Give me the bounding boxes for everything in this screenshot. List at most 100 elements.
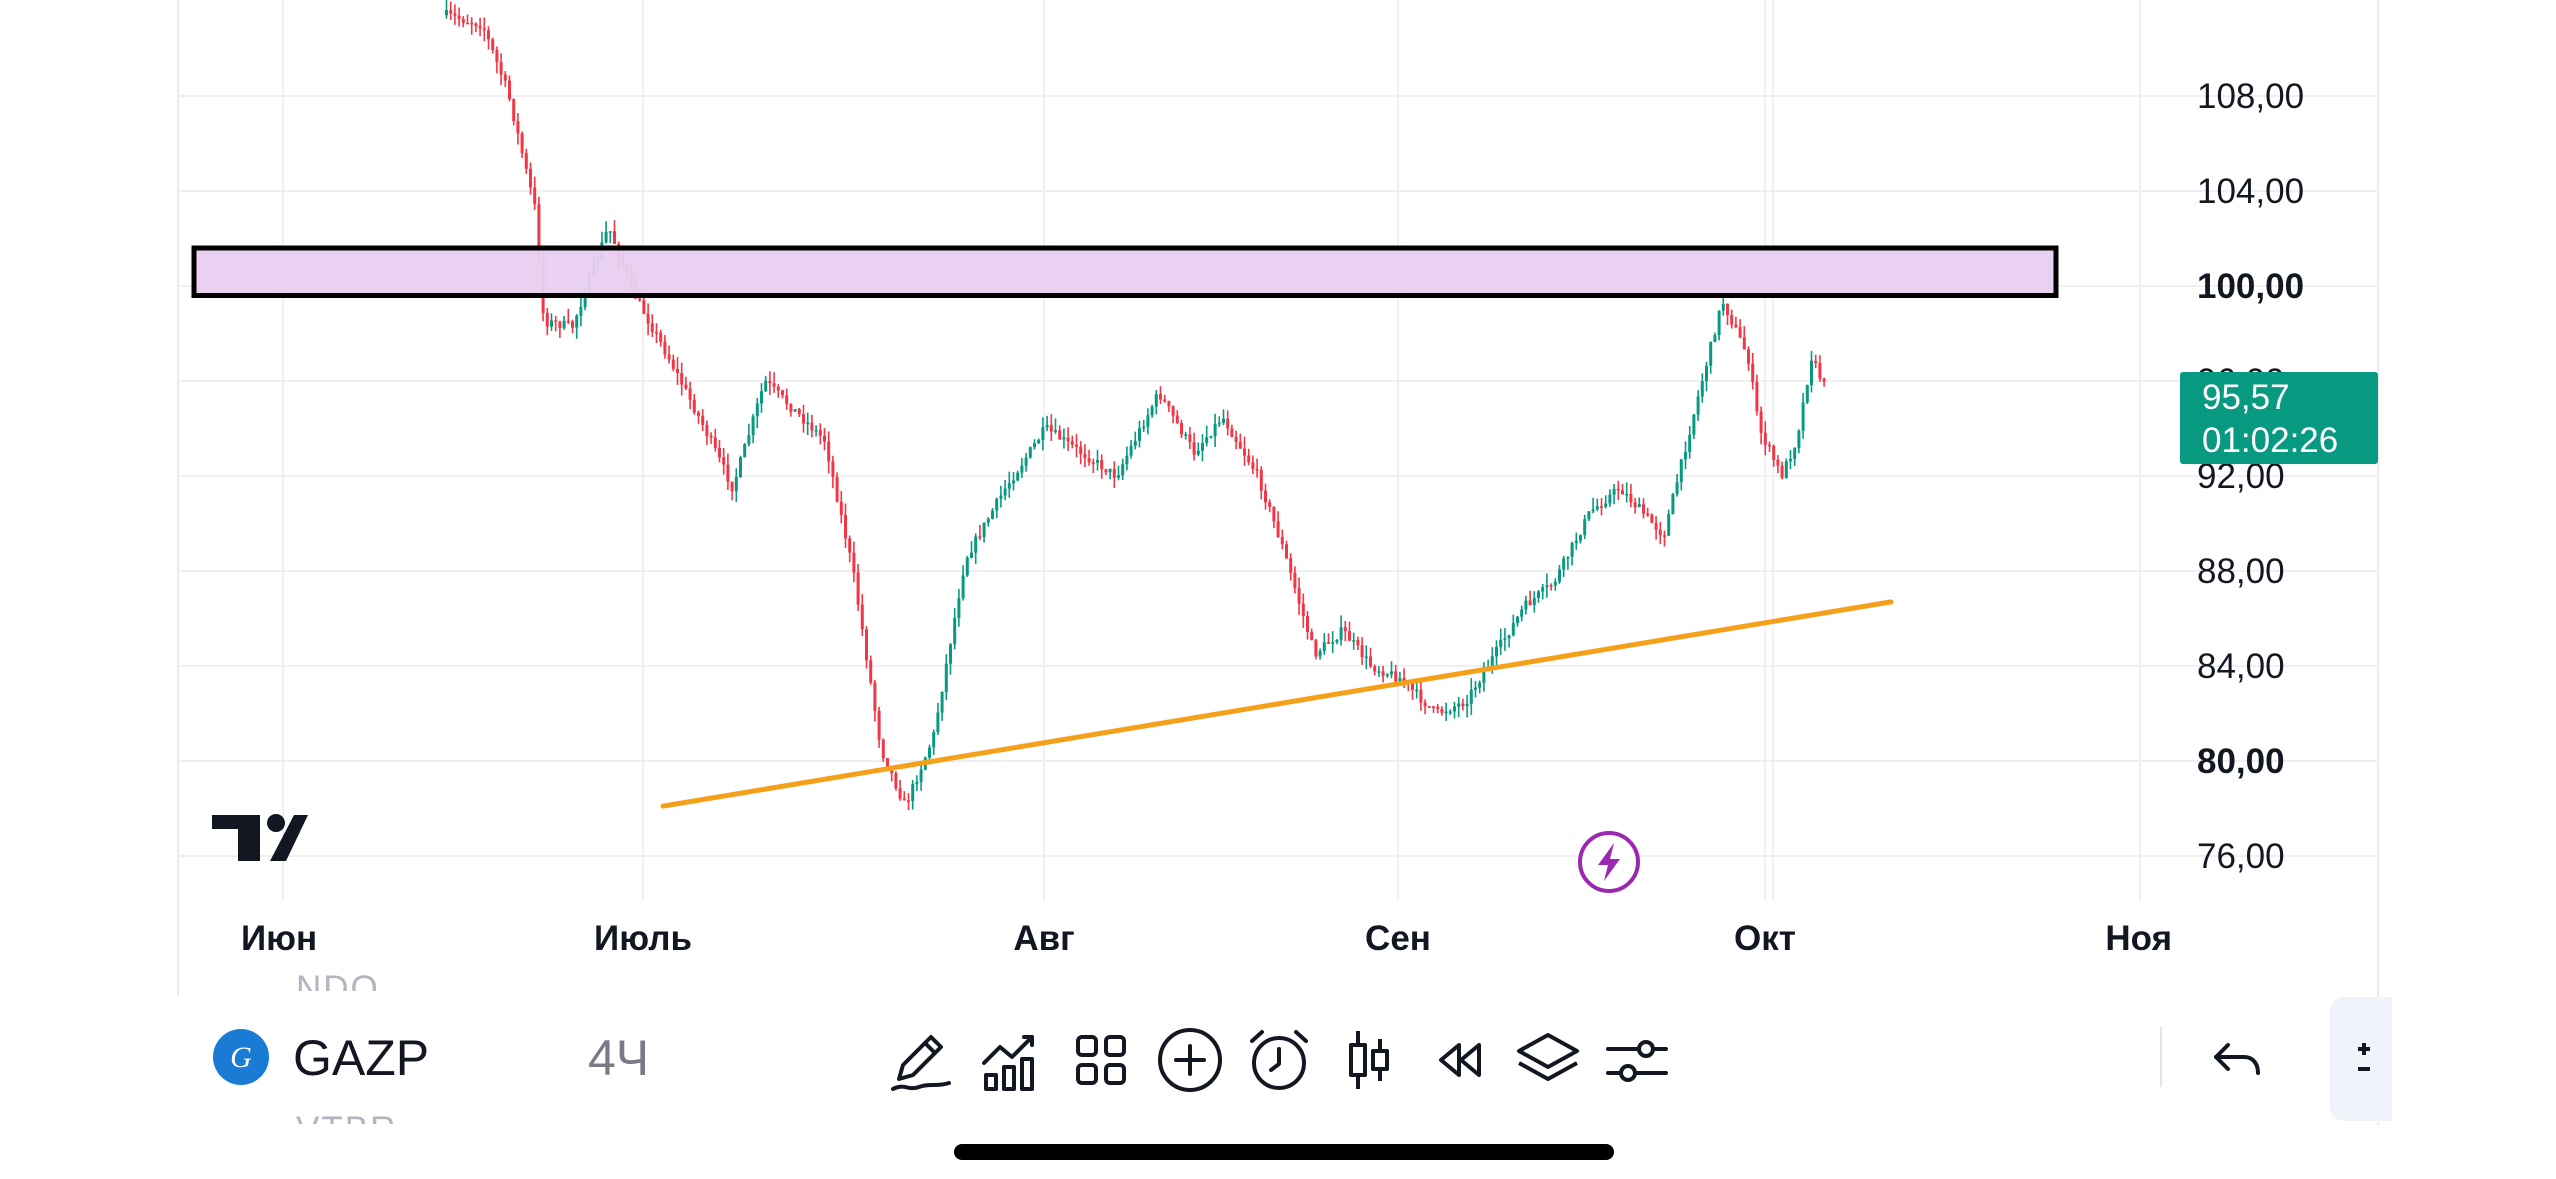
resistance-zone[interactable] [191,245,2059,298]
candle-body [1553,581,1557,586]
candle-body [1427,706,1431,708]
settings-button[interactable] [1594,1017,1680,1103]
time-axis[interactable]: Июн Июль Авг Сен Окт Ноя [241,919,2172,958]
candle-body [823,435,826,442]
lightning-icon[interactable] [1578,831,1640,893]
toolbar-divider [2160,1027,2162,1087]
candle-body [688,388,692,400]
candle-body [747,435,751,445]
candle-body [856,572,860,605]
candle-body [999,495,1003,499]
candle-body [1348,631,1351,641]
undo-button[interactable] [2194,1017,2280,1103]
drawing-tools-button[interactable] [879,1017,965,1103]
rewind-icon [1439,1043,1481,1077]
more-tools-button[interactable] [2330,997,2392,1121]
candle-body [1696,396,1700,415]
candle-body [1738,327,1742,338]
candle-body [852,552,856,573]
trendline[interactable] [660,599,1894,809]
candle-body [1041,427,1045,440]
candle-body [499,62,503,75]
candle-body [1768,444,1771,447]
candle-body [1721,303,1725,311]
candle-body [1003,488,1007,496]
candle-body [613,231,616,244]
candle-body [1759,411,1763,433]
price-axis-label: 100,00 [2197,267,2304,306]
candle-body [1490,656,1494,668]
candle-body [558,321,562,329]
candle-body [894,773,898,789]
candle-body [961,575,965,599]
alert-button[interactable] [1236,1017,1322,1103]
candle-body [1293,572,1297,589]
candle-body [1524,600,1528,610]
layouts-button[interactable] [1058,1017,1144,1103]
candle-body [1133,440,1137,446]
symbol-name[interactable]: GAZP [293,1030,430,1086]
candle-body [1373,666,1377,672]
indicators-icon [982,1035,1034,1091]
candle-body [970,552,973,558]
candle-body [680,373,684,385]
candle-body [1255,468,1259,471]
candle-body [953,617,957,645]
candle-body [1339,627,1343,640]
candle-body [1671,494,1675,515]
candle-body [1642,504,1645,514]
candle-body [1247,455,1251,463]
candle-body [583,295,587,307]
candle-body [1243,448,1246,456]
object-tree-button[interactable] [1505,1017,1591,1103]
time-axis-label: Авг [1013,919,1074,958]
candle-body [1608,494,1612,504]
candle-body [1129,445,1133,456]
candle-body [1226,418,1230,429]
candle-body [915,781,919,784]
candle-body [713,437,717,449]
candle-body [457,15,461,20]
candle-body [1495,646,1498,657]
price-axis-label: 80,00 [2197,742,2285,781]
candle-body [1201,443,1204,451]
candle-body [1075,444,1078,447]
sliders-icon [1606,1040,1668,1082]
candle-body [1343,627,1347,632]
pen-icon [891,1035,951,1091]
candle-body [1007,483,1011,489]
candle-body [554,320,558,322]
candle-body [1784,461,1788,478]
candle-body [1028,447,1032,458]
symbol-logo-glyph: G [230,1041,252,1074]
candle-body [709,435,713,438]
candle-body [1453,706,1456,712]
candle-body [1322,642,1326,652]
candle-body [831,461,835,477]
indicators-button[interactable] [968,1017,1054,1103]
candle-body [1125,455,1129,465]
time-axis-label: Окт [1734,919,1796,958]
candle-body [911,783,915,802]
chart-type-button[interactable] [1326,1017,1412,1103]
candle-body [806,422,810,425]
candle-body [604,232,608,243]
replay-button[interactable] [1415,1017,1501,1103]
symbol-logo[interactable]: G [213,1029,269,1085]
candle-body [470,22,474,25]
candle-body [974,536,978,553]
candlestick-series [445,0,1826,811]
time-axis-label: Ноя [2105,919,2172,958]
interval-button[interactable]: 4Ч [588,1030,650,1086]
candle-body [571,321,574,328]
candle-body [1192,442,1196,455]
add-button[interactable] [1147,1017,1233,1103]
candle-body [1625,493,1629,496]
candle-body [1234,436,1238,442]
candle-body [1612,488,1616,495]
candle-body [1016,472,1020,481]
candle-body [1747,349,1750,364]
candle-body [722,457,726,465]
candle-body [1364,656,1368,658]
